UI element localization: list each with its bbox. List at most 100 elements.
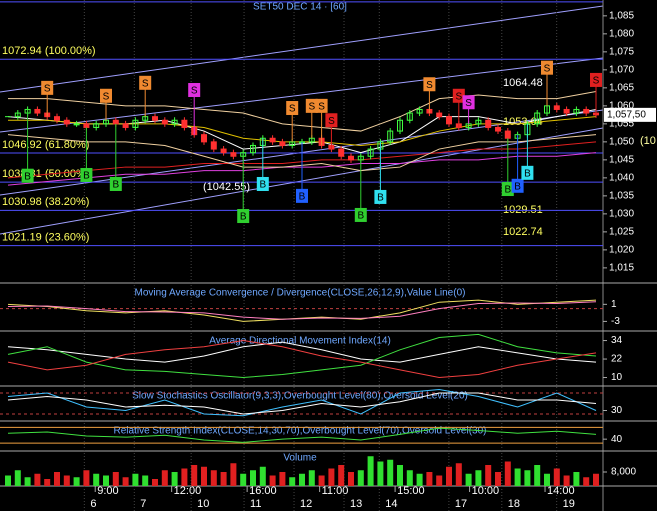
signal-label: B [83,171,90,182]
fib-label: 1021.19 (23.60%) [2,231,89,243]
last-price-label: 1,057,50 [607,109,646,120]
y-tick-label: 1,050 [609,137,634,148]
annotation: (1042.55) [203,181,250,193]
y-tick-label: 1,015 [609,263,634,274]
candle [54,116,60,121]
candle [348,155,354,161]
volume-bar [152,479,158,486]
volume-bar [259,466,266,486]
volume-bar [299,473,305,486]
volume-bar [240,473,247,486]
candle [230,152,237,157]
signal-label: B [357,211,364,222]
signal-label: S [593,76,600,87]
offscreen-label: (10 [640,135,656,147]
candle [14,112,21,118]
signal-label: S [44,83,51,94]
signal-label: B [514,181,521,192]
annotation: 1064.48 [503,77,543,89]
volume-bar [269,475,276,486]
volume-bar [348,472,354,486]
volume-bar [475,470,482,486]
panel-title: Average Directional Movement Index(14) [209,336,391,347]
candle [485,119,492,128]
volume-bar [534,465,541,486]
signal-box [541,60,553,75]
signal-label: B [299,192,306,203]
x-tick-label: 17 [455,498,467,510]
signal-box [590,72,602,87]
candle [436,112,443,118]
y-tick-label: 1,060 [609,100,634,111]
y-tick-label: 40 [611,434,623,445]
indicator-line [7,301,597,320]
y-tick-label: 30 [611,405,623,416]
fib-label: 1046.92 (61.80%) [2,139,89,151]
y-tick-label: 1,030 [609,209,634,220]
volume-bar [406,470,413,486]
y-tick-label: 1,065 [609,82,634,93]
signal-box [21,168,34,183]
signal-label: S [103,91,110,102]
volume-bar [495,472,501,486]
volume-bar [161,470,168,486]
y-tick-label: 34 [611,335,623,346]
candle [250,144,256,154]
volume-bar [289,477,296,486]
candle [416,108,423,114]
signal-box [315,98,328,113]
y-tick-label: -3 [611,316,620,327]
volume-bar [387,459,394,486]
signal-box [286,101,299,116]
x-tick-label: 9:00 [97,485,118,497]
signal-label: S [426,80,433,91]
x-tick-label: 10 [197,498,209,510]
y-tick-label: 1,040 [609,173,634,184]
indicator-line [7,392,597,415]
panel-title: Volume [283,453,317,464]
indicator-line [7,340,597,379]
y-tick-label: 1,055 [609,118,634,129]
y-tick-label: 1,070 [609,64,634,75]
y-tick-label: 1,045 [609,155,634,166]
candle [152,116,158,121]
signal-label: S [544,63,551,74]
volume-bar [191,465,198,486]
signal-label: B [112,180,119,191]
volume-bar [201,466,207,486]
volume-bar [14,470,21,486]
candle [495,126,501,132]
signal-label: S [465,98,472,109]
candle [397,119,403,132]
signal-label: B [377,193,384,204]
volume-bar [455,463,462,486]
candle [161,119,168,125]
signal-label: B [240,212,247,223]
volume-bar [24,477,31,486]
candle [279,141,286,146]
y-tick-label: 1,035 [609,191,634,202]
candle [220,148,227,154]
volume-bar [377,461,384,486]
annotation: 1053.64 [503,116,543,128]
panel-title: Slow Stochastics Oscillator(9,3,3),Overb… [132,391,468,402]
candle [93,123,100,128]
volume-bar [122,477,129,486]
volume-bar [553,468,560,486]
volume-bar [220,472,227,486]
candle [563,108,570,114]
signal-box [296,188,308,203]
candle [269,137,276,143]
volume-bar [250,470,256,486]
volume-bar [436,475,443,486]
signal-box [374,189,387,204]
candle [34,108,41,114]
panel-title: Moving Average Convergence / Divergence(… [135,288,466,299]
candle [504,130,511,139]
signal-label: S [191,86,198,97]
candle [387,130,394,143]
signal-label: S [318,101,325,112]
indicator-line [7,341,597,363]
volume-bar [397,465,403,486]
